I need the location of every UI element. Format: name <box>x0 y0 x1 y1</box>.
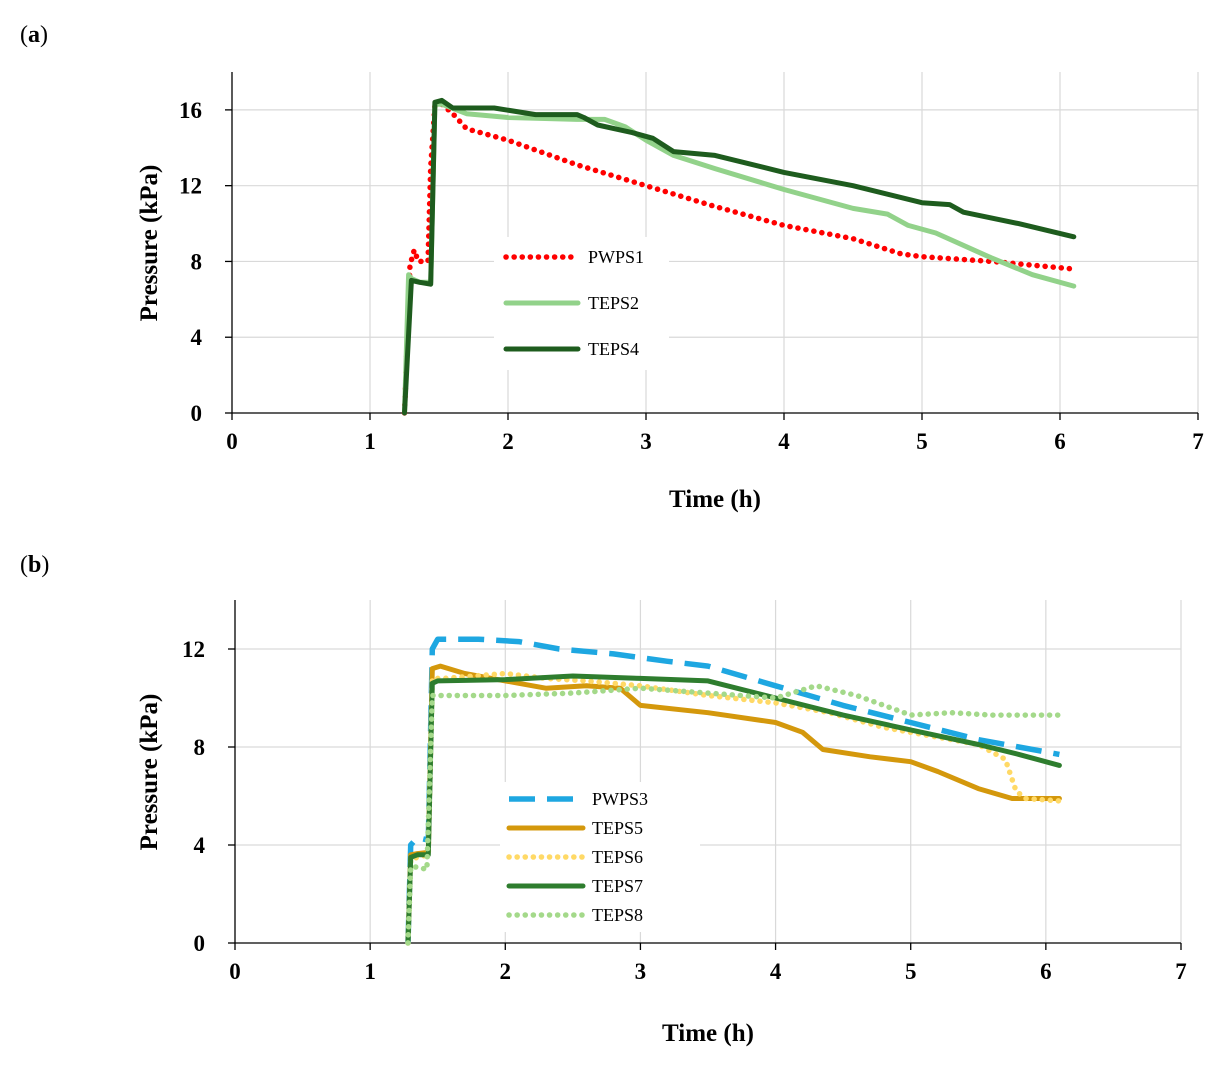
legend-label-teps8: TEPS8 <box>592 905 643 925</box>
panel-a-label: (a) <box>20 22 48 48</box>
y-tick-label: 12 <box>179 174 202 199</box>
x-tick-label: 1 <box>364 959 376 984</box>
panel-a-ylabel: Pressure (kPa) <box>136 165 163 322</box>
x-tick-label: 1 <box>364 429 376 454</box>
panel-b-label: (b) <box>20 552 49 578</box>
series-line-pwps1 <box>401 101 1077 416</box>
panel-b-grid <box>235 600 1182 943</box>
x-tick-label: 7 <box>1192 429 1204 454</box>
legend-label-pwps3: PWPS3 <box>592 789 648 809</box>
legend-label-teps4: TEPS4 <box>588 339 639 359</box>
x-tick-label: 5 <box>916 429 928 454</box>
x-tick-label: 3 <box>635 959 647 984</box>
panel-b-series <box>405 636 1063 946</box>
x-tick-label: 0 <box>226 429 238 454</box>
panel-b-axes <box>234 600 1181 944</box>
series-line-teps7 <box>405 673 1062 946</box>
y-tick-label: 16 <box>179 98 202 123</box>
panel-b-xlabel: Time (h) <box>662 1020 754 1047</box>
x-tick-label: 6 <box>1040 959 1052 984</box>
panel-a-legend: PWPS1 TEPS2 TEPS4 <box>494 237 669 370</box>
x-tick-label: 5 <box>905 959 917 984</box>
y-tick-label: 8 <box>194 735 206 760</box>
y-tick-label: 0 <box>191 401 203 426</box>
y-tick-label: 12 <box>182 637 205 662</box>
x-tick-label: 2 <box>502 429 514 454</box>
panel-a-axes <box>231 72 1198 414</box>
legend-label-teps6: TEPS6 <box>592 847 643 867</box>
panel-a-series <box>401 97 1077 416</box>
legend-label-teps2: TEPS2 <box>588 293 639 313</box>
y-tick-label: 8 <box>191 249 203 274</box>
x-tick-label: 2 <box>500 959 512 984</box>
x-tick-label: 0 <box>229 959 241 984</box>
x-tick-label: 7 <box>1175 959 1187 984</box>
panel-b-ylabel: Pressure (kPa) <box>136 694 163 851</box>
panel-a-grid <box>232 72 1199 413</box>
series-line-teps4 <box>402 97 1077 416</box>
y-tick-label: 4 <box>194 833 206 858</box>
panel-b-legend: PWPS3 TEPS5 TEPS6 TEPS7 TEPS8 <box>500 782 700 932</box>
x-tick-label: 4 <box>770 959 782 984</box>
y-tick-label: 4 <box>191 325 203 350</box>
legend-label-teps5: TEPS5 <box>592 818 643 838</box>
panel-a-xlabel: Time (h) <box>669 486 761 513</box>
legend-label-teps7: TEPS7 <box>592 876 643 896</box>
y-tick-label: 0 <box>194 931 206 956</box>
series-line-teps8 <box>405 683 1063 946</box>
legend-label-pwps1: PWPS1 <box>588 247 644 267</box>
x-tick-label: 3 <box>640 429 652 454</box>
x-tick-label: 4 <box>778 429 790 454</box>
x-tick-label: 6 <box>1054 429 1066 454</box>
